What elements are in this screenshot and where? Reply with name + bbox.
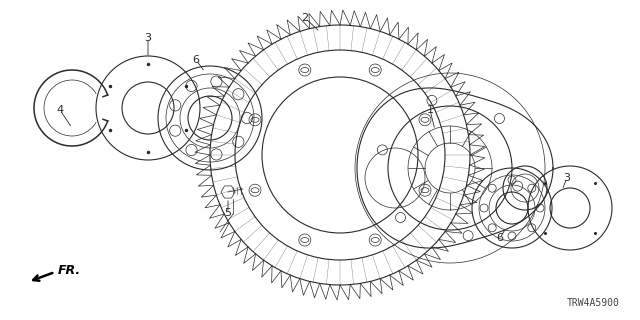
- Text: 6: 6: [193, 55, 200, 65]
- Text: 4: 4: [56, 105, 63, 115]
- Text: 3: 3: [145, 33, 152, 43]
- Text: 6: 6: [497, 233, 504, 243]
- Text: 5: 5: [225, 208, 232, 218]
- Text: TRW4A5900: TRW4A5900: [567, 298, 620, 308]
- Text: FR.: FR.: [58, 263, 81, 276]
- Text: 1: 1: [426, 105, 433, 115]
- Text: 2: 2: [301, 13, 308, 23]
- Text: 3: 3: [563, 173, 570, 183]
